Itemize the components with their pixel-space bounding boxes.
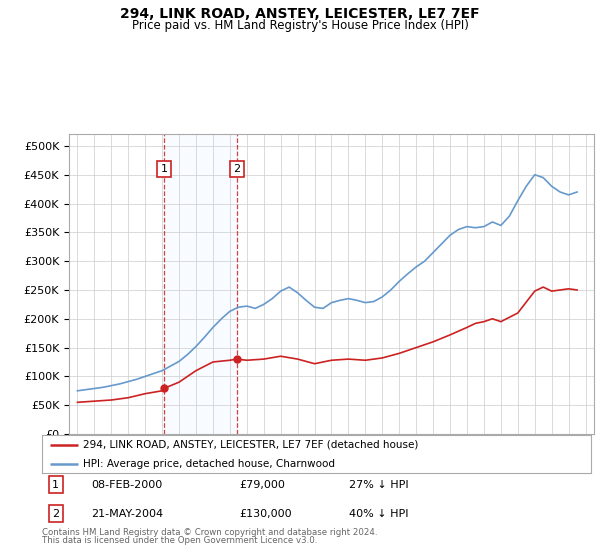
Text: 294, LINK ROAD, ANSTEY, LEICESTER, LE7 7EF: 294, LINK ROAD, ANSTEY, LEICESTER, LE7 7…: [120, 7, 480, 21]
Text: £130,000: £130,000: [239, 509, 292, 519]
Text: 1: 1: [52, 480, 59, 489]
Text: £79,000: £79,000: [239, 480, 286, 489]
Text: 2: 2: [233, 164, 240, 174]
Text: 1: 1: [160, 164, 167, 174]
Text: Price paid vs. HM Land Registry's House Price Index (HPI): Price paid vs. HM Land Registry's House …: [131, 19, 469, 32]
Text: HPI: Average price, detached house, Charnwood: HPI: Average price, detached house, Char…: [83, 459, 335, 469]
Text: Contains HM Land Registry data © Crown copyright and database right 2024.: Contains HM Land Registry data © Crown c…: [42, 528, 377, 537]
Text: 40% ↓ HPI: 40% ↓ HPI: [349, 509, 409, 519]
Text: 27% ↓ HPI: 27% ↓ HPI: [349, 480, 409, 489]
Text: This data is licensed under the Open Government Licence v3.0.: This data is licensed under the Open Gov…: [42, 536, 317, 545]
Text: 21-MAY-2004: 21-MAY-2004: [91, 509, 164, 519]
Text: 08-FEB-2000: 08-FEB-2000: [91, 480, 163, 489]
Text: 294, LINK ROAD, ANSTEY, LEICESTER, LE7 7EF (detached house): 294, LINK ROAD, ANSTEY, LEICESTER, LE7 7…: [83, 440, 419, 450]
Text: 2: 2: [52, 509, 59, 519]
Bar: [164, 134, 236, 434]
